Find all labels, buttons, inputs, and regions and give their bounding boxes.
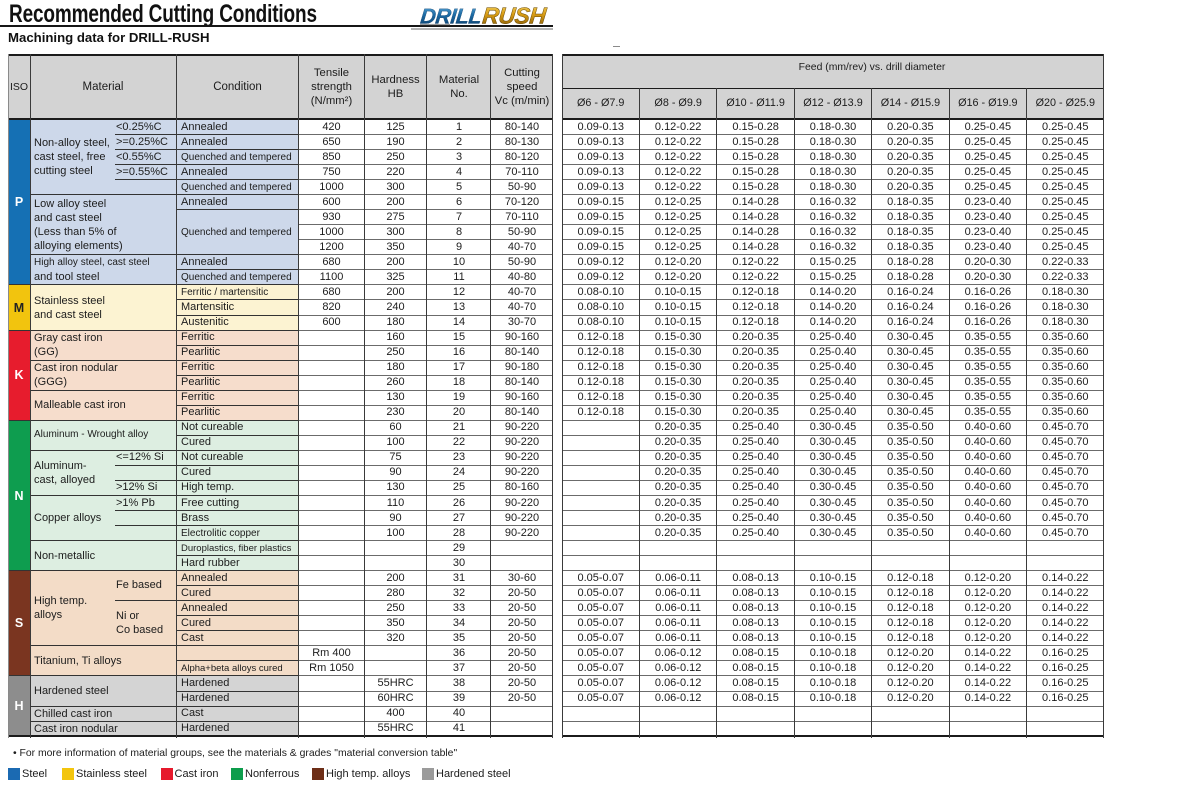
svg-text:RUSH: RUSH xyxy=(481,3,549,29)
